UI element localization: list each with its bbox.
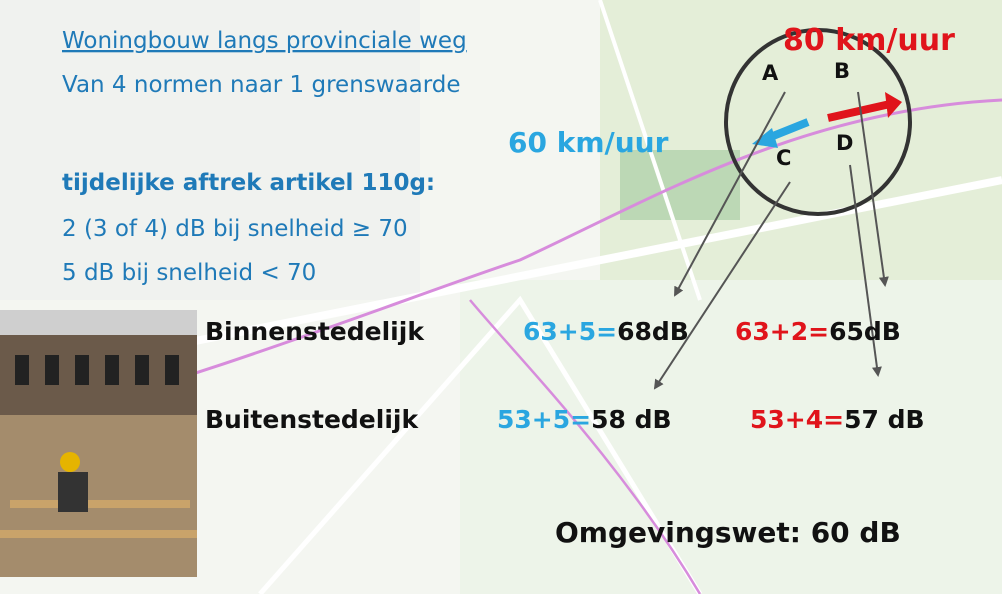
point-label: A [762,61,779,85]
construction-photo [0,310,197,577]
formula: 53+5= [497,405,591,434]
rule-item: 2 (3 of 4) dB bij snelheid ≥ 70 [62,216,408,242]
slide: Woningbouw langs provinciale weg Van 4 n… [0,0,1002,594]
row-cell: 53+4=57 dB [750,405,925,434]
footer: Omgevingswet: 60 dB [555,516,901,549]
point-label: B [834,59,850,83]
row-cell: 63+2=65dB [735,317,901,346]
formula: 53+4= [750,405,844,434]
result: 68dB [617,317,689,346]
row-label: Buitenstedelijk [205,405,419,434]
subtitle: Van 4 normen naar 1 grenswaarde [62,72,461,98]
row-cell: 63+5=68dB [523,317,689,346]
result: 58 dB [591,405,671,434]
formula: 63+5= [523,317,617,346]
point-label: D [836,131,853,155]
row-cell: 53+5=58 dB [497,405,672,434]
speed-low: 60 km/uur [508,126,669,159]
title: Woningbouw langs provinciale weg [62,28,467,54]
speed-high: 80 km/uur [783,23,955,58]
rules-heading: tijdelijke aftrek artikel 110g: [62,170,435,196]
point-label: C [776,146,791,170]
result: 65dB [829,317,901,346]
rule-item: 5 dB bij snelheid < 70 [62,260,316,286]
result: 57 dB [844,405,924,434]
formula: 63+2= [735,317,829,346]
row-label: Binnenstedelijk [205,317,425,346]
